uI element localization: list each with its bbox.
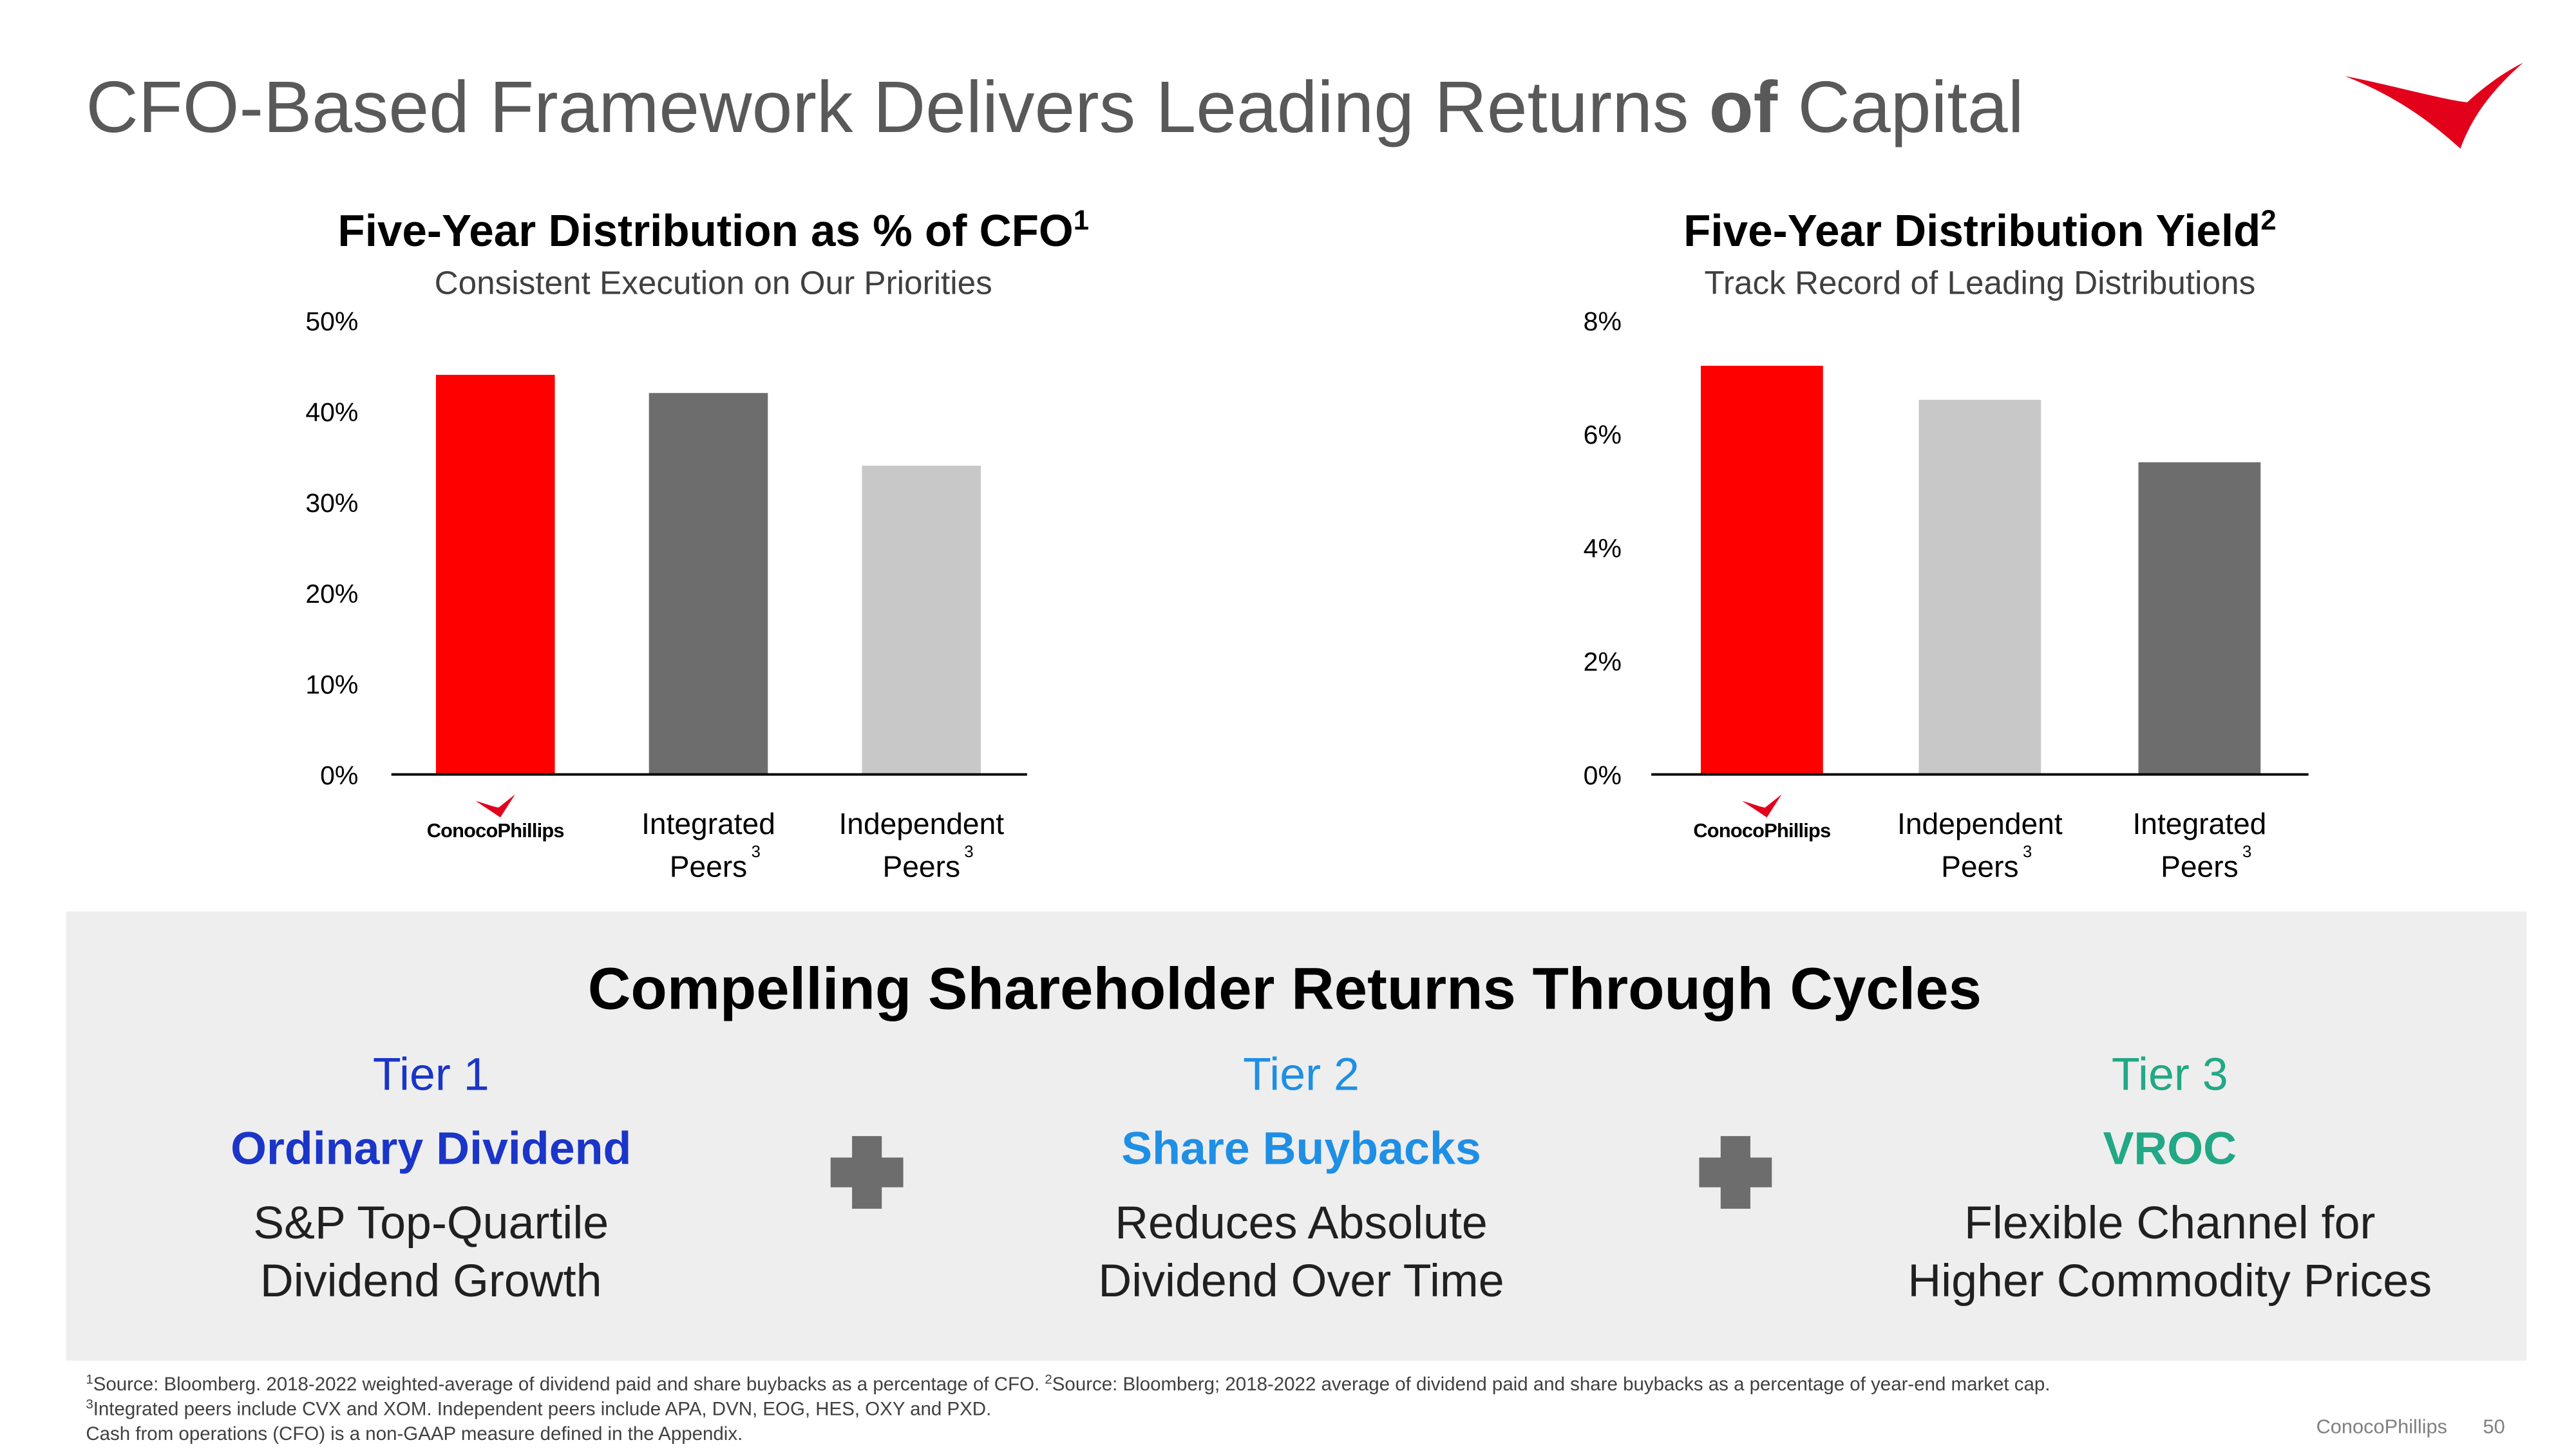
y-tick-label: 50% xyxy=(305,307,358,336)
category-footnote: 3 xyxy=(752,843,761,861)
y-tick-label: 10% xyxy=(305,670,358,699)
category-label: Integrated Peers xyxy=(641,807,775,884)
footnote-line: 3Integrated peers include CVX and XOM. I… xyxy=(86,1397,991,1419)
panel-title: Compelling Shareholder Returns Through C… xyxy=(588,955,1982,1022)
charts: Five-Year Distribution as % of CFO1 Consi… xyxy=(305,205,2309,884)
chart-title: Five-Year Distribution Yield2 xyxy=(1683,205,2276,256)
tier-description: Dividend Over Time xyxy=(1098,1255,1504,1307)
category-label: Integrated Peers xyxy=(2132,807,2266,884)
tier-name: Share Buybacks xyxy=(1121,1123,1481,1175)
category-logo xyxy=(1742,794,1782,818)
category-footnote: 3 xyxy=(2242,843,2251,861)
y-tick-label: 2% xyxy=(1584,647,1622,677)
footnote-text: Source: Bloomberg; 2018-2022 average of … xyxy=(1052,1374,2050,1395)
footnote-text: Integrated peers include CVX and XOM. In… xyxy=(93,1398,992,1419)
chart-title: Five-Year Distribution as % of CFO1 xyxy=(337,205,1089,256)
tier-description: S&P Top-Quartile xyxy=(253,1197,609,1249)
bar xyxy=(2138,462,2261,775)
bar xyxy=(1701,365,1823,775)
y-tick-label: 4% xyxy=(1584,533,1622,563)
category-label: ConocoPhillips xyxy=(427,819,564,842)
bar xyxy=(1918,399,2041,775)
footnote-text: Source: Bloomberg. 2018-2022 weighted-av… xyxy=(93,1374,1045,1395)
chart: Five-Year Distribution as % of CFO1 Consi… xyxy=(305,205,1089,883)
category-label: Independent Peers xyxy=(838,807,1004,884)
y-tick-label: 8% xyxy=(1584,307,1622,336)
y-tick-label: 0% xyxy=(1584,761,1622,790)
category-label: ConocoPhillips xyxy=(1693,819,1830,842)
slide-title: CFO-Based Framework Delivers Leading Ret… xyxy=(86,66,2023,147)
tier-label: Tier 3 xyxy=(2112,1048,2228,1100)
category-label: Independent Peers xyxy=(1897,807,2063,884)
title-part: Capital xyxy=(1777,66,2024,147)
footnotes: 1Source: Bloomberg. 2018-2022 weighted-a… xyxy=(86,1372,2050,1444)
tier-name: VROC xyxy=(2103,1123,2237,1175)
chart-title-text: Five-Year Distribution Yield xyxy=(1683,205,2260,256)
chart-title-footnote: 2 xyxy=(2260,205,2276,236)
y-tick-label: 30% xyxy=(305,488,358,518)
tiers: Tier 1 Ordinary Dividend S&P Top-Quartile D… xyxy=(231,1048,2432,1307)
footnote-marker: 2 xyxy=(1045,1372,1052,1387)
footnote-text: Cash from operations (CFO) is a non-GAAP… xyxy=(86,1423,743,1444)
title-part: of xyxy=(1709,66,1778,147)
footer-company: ConocoPhillips xyxy=(2316,1416,2447,1438)
chart-subtitle: Consistent Execution on Our Priorities xyxy=(435,264,992,301)
tier-name: Ordinary Dividend xyxy=(231,1123,631,1175)
bar xyxy=(649,393,768,775)
bar xyxy=(435,375,555,775)
footnote-line: 1Source: Bloomberg. 2018-2022 weighted-a… xyxy=(86,1372,2050,1395)
plus-sign xyxy=(830,1136,904,1209)
logo xyxy=(2345,62,2523,149)
footnote-line: Cash from operations (CFO) is a non-GAAP… xyxy=(86,1423,743,1444)
y-tick-label: 6% xyxy=(1584,420,1622,450)
category-footnote: 3 xyxy=(964,843,973,861)
chart-title-text: Five-Year Distribution as % of CFO xyxy=(337,205,1073,256)
chart-subtitle: Track Record of Leading Distributions xyxy=(1704,264,2255,301)
y-tick-label: 20% xyxy=(305,579,358,609)
plus-sign xyxy=(1699,1136,1772,1209)
category-footnote: 3 xyxy=(2023,843,2032,861)
panel-background xyxy=(66,911,2527,1361)
tier-description: Dividend Growth xyxy=(260,1255,602,1307)
footnote-marker: 1 xyxy=(86,1372,93,1387)
tier-description: Higher Commodity Prices xyxy=(1908,1255,2432,1307)
y-tick-label: 40% xyxy=(305,397,358,427)
footnote-marker: 3 xyxy=(86,1397,93,1412)
y-tick-label: 0% xyxy=(320,761,358,790)
tier-description: Reduces Absolute xyxy=(1115,1197,1488,1249)
tier-label: Tier 1 xyxy=(373,1048,489,1100)
tier-description: Flexible Channel for xyxy=(1964,1197,2375,1249)
tier-label: Tier 2 xyxy=(1243,1048,1359,1100)
page-number: 50 xyxy=(2483,1416,2505,1438)
title-part: CFO-Based Framework Delivers Leading Ret… xyxy=(86,66,1709,147)
bar xyxy=(862,466,981,775)
chart-title-footnote: 1 xyxy=(1074,205,1089,236)
category-logo xyxy=(475,794,515,818)
